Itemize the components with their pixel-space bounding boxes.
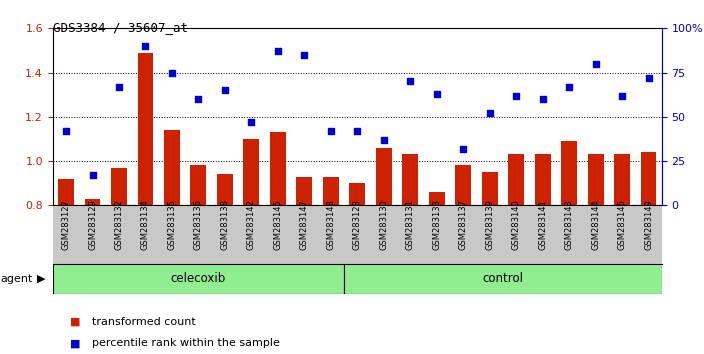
Bar [296,177,313,354]
Text: percentile rank within the sample: percentile rank within the sample [92,338,279,348]
Bar [244,139,259,354]
Point [378,137,389,143]
Point [298,52,310,58]
Point [61,128,72,134]
Bar [137,53,153,354]
Bar [482,172,498,354]
Bar [614,154,630,354]
Bar [402,154,418,354]
Point [166,70,177,75]
Text: ■: ■ [70,338,81,348]
Point [484,110,496,116]
Point [193,96,204,102]
Text: control: control [482,272,523,285]
Bar [111,168,127,354]
Text: transformed count: transformed count [92,317,195,327]
Text: GDS3384 / 35607_at: GDS3384 / 35607_at [53,21,188,34]
Text: ▶: ▶ [37,274,45,284]
Bar [588,154,603,354]
Point [431,91,442,97]
Bar [561,141,577,354]
Bar [191,166,206,354]
Point [219,87,230,93]
Bar [217,175,233,354]
Bar [508,154,524,354]
Point [563,84,574,90]
Bar [323,177,339,354]
Text: ■: ■ [70,317,81,327]
Bar [641,152,656,354]
Bar [344,264,662,294]
Bar [349,183,365,354]
Point [510,93,522,98]
Point [87,172,98,178]
Bar [84,199,101,354]
Point [643,75,654,81]
Point [246,119,257,125]
Bar [429,192,445,354]
Point [405,79,416,84]
Point [590,61,601,67]
Point [537,96,548,102]
Bar [58,179,74,354]
Point [458,146,469,152]
Bar [534,154,551,354]
Bar [164,130,180,354]
Point [113,84,125,90]
Bar [53,264,344,294]
Point [617,93,628,98]
Bar [270,132,286,354]
Bar [376,148,391,354]
Bar [455,166,471,354]
Point [325,128,337,134]
Point [140,43,151,49]
Text: agent: agent [1,274,33,284]
Point [272,48,284,54]
Point [351,128,363,134]
Text: celecoxib: celecoxib [171,272,226,285]
